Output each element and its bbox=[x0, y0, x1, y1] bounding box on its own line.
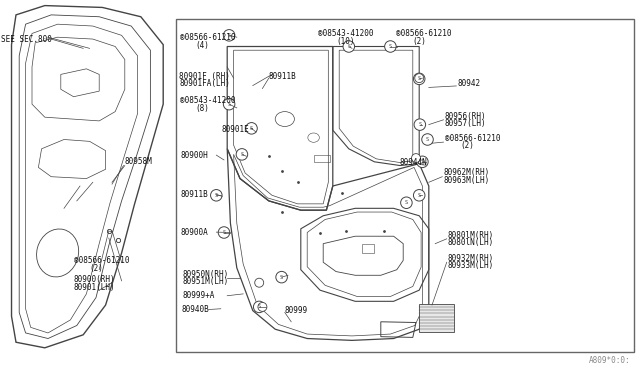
Circle shape bbox=[218, 227, 230, 238]
Circle shape bbox=[343, 41, 355, 52]
Bar bbox=[362, 244, 374, 253]
Text: (4): (4) bbox=[195, 41, 209, 50]
Text: 80901(LH): 80901(LH) bbox=[74, 283, 115, 292]
Circle shape bbox=[236, 149, 248, 160]
Text: S: S bbox=[418, 76, 420, 81]
Text: S: S bbox=[241, 152, 243, 157]
Circle shape bbox=[415, 74, 424, 83]
Circle shape bbox=[246, 123, 257, 134]
Text: 80900A: 80900A bbox=[180, 228, 208, 237]
Bar bbox=[419, 304, 454, 332]
Text: 80911B: 80911B bbox=[180, 190, 208, 199]
Text: (10): (10) bbox=[336, 37, 355, 46]
Circle shape bbox=[211, 190, 222, 201]
Text: 80950N(RH): 80950N(RH) bbox=[182, 270, 228, 279]
Text: ®08543-41200: ®08543-41200 bbox=[318, 29, 374, 38]
Circle shape bbox=[223, 30, 235, 41]
Text: ®08543-41200: ®08543-41200 bbox=[180, 96, 236, 105]
Text: 80957(LH): 80957(LH) bbox=[445, 119, 486, 128]
Circle shape bbox=[223, 99, 235, 110]
Circle shape bbox=[412, 154, 420, 163]
Text: 80999+A: 80999+A bbox=[182, 291, 215, 300]
Text: 80944N: 80944N bbox=[400, 158, 428, 167]
Text: S: S bbox=[421, 159, 424, 164]
Text: 80933M(LH): 80933M(LH) bbox=[448, 262, 494, 270]
Text: 80962M(RH): 80962M(RH) bbox=[444, 169, 490, 177]
Text: ®08566-61210: ®08566-61210 bbox=[396, 29, 451, 38]
Bar bbox=[176, 19, 634, 352]
Text: 80942: 80942 bbox=[458, 79, 481, 88]
Text: (2): (2) bbox=[90, 264, 104, 273]
Circle shape bbox=[414, 119, 426, 130]
Text: 80940B: 80940B bbox=[181, 305, 209, 314]
Circle shape bbox=[417, 156, 428, 167]
Text: A809*0:0:: A809*0:0: bbox=[589, 356, 630, 365]
Text: S: S bbox=[426, 137, 429, 142]
Text: SEE SEC.800: SEE SEC.800 bbox=[1, 35, 52, 44]
Text: ®08566-61210: ®08566-61210 bbox=[74, 256, 129, 265]
Text: 8080lN(LH): 8080lN(LH) bbox=[448, 238, 494, 247]
Text: S: S bbox=[258, 304, 260, 310]
Text: S: S bbox=[405, 200, 408, 205]
Circle shape bbox=[401, 197, 412, 208]
Text: ®08566-61210: ®08566-61210 bbox=[180, 33, 236, 42]
Text: S: S bbox=[280, 275, 283, 280]
Text: S: S bbox=[348, 44, 350, 49]
Text: 8080lM(RH): 8080lM(RH) bbox=[448, 231, 494, 240]
Text: 80901FA(LH): 80901FA(LH) bbox=[179, 79, 230, 88]
Circle shape bbox=[258, 302, 267, 311]
Text: 80958M: 80958M bbox=[125, 157, 152, 166]
Text: S: S bbox=[228, 102, 230, 107]
Text: 80900H: 80900H bbox=[180, 151, 208, 160]
Text: S: S bbox=[418, 193, 420, 198]
Circle shape bbox=[422, 134, 433, 145]
Text: S: S bbox=[215, 193, 218, 198]
Bar bbox=[314, 155, 330, 162]
Text: 80901F (RH): 80901F (RH) bbox=[179, 72, 230, 81]
Text: S: S bbox=[223, 230, 225, 235]
Text: 80951M(LH): 80951M(LH) bbox=[182, 277, 228, 286]
Text: S: S bbox=[250, 126, 253, 131]
Text: (2): (2) bbox=[461, 141, 475, 150]
Circle shape bbox=[253, 301, 265, 312]
Text: 80911B: 80911B bbox=[269, 72, 296, 81]
Text: 80999: 80999 bbox=[285, 306, 308, 315]
Text: (8): (8) bbox=[196, 104, 210, 113]
Circle shape bbox=[385, 41, 396, 52]
Circle shape bbox=[255, 278, 264, 287]
Circle shape bbox=[276, 272, 287, 283]
Text: ®08566-61210: ®08566-61210 bbox=[445, 134, 500, 143]
Text: 80932M(RH): 80932M(RH) bbox=[448, 254, 494, 263]
Text: S: S bbox=[419, 122, 421, 127]
Text: S: S bbox=[389, 44, 392, 49]
Text: 80956(RH): 80956(RH) bbox=[445, 112, 486, 121]
Text: 80963M(LH): 80963M(LH) bbox=[444, 176, 490, 185]
Text: S: S bbox=[228, 33, 230, 38]
Text: (2): (2) bbox=[413, 37, 427, 46]
Text: 80901E: 80901E bbox=[221, 125, 249, 134]
Circle shape bbox=[413, 73, 425, 84]
Circle shape bbox=[413, 190, 425, 201]
Text: 80900(RH): 80900(RH) bbox=[74, 275, 115, 284]
